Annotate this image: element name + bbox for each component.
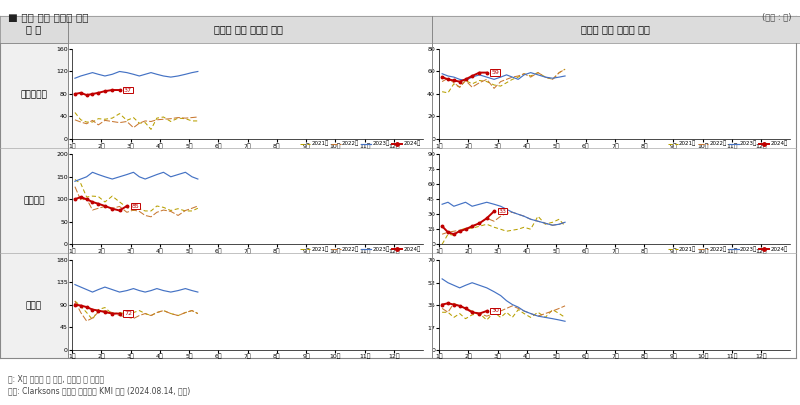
Text: ■ 양대 운하 통항량 추이: ■ 양대 운하 통항량 추이 (8, 12, 89, 22)
Text: 건화물선: 건화물선 (23, 196, 45, 205)
Legend: 2021년, 2022년, 2023년, 2024년: 2021년, 2022년, 2023년, 2024년 (667, 246, 788, 252)
Legend: 2021년, 2022년, 2023년, 2024년: 2021년, 2022년, 2023년, 2024년 (667, 141, 788, 147)
Text: 유조선: 유조선 (26, 301, 42, 310)
Text: (단위 : 척): (단위 : 척) (762, 12, 792, 21)
Text: 컨테이너선: 컨테이너선 (21, 91, 47, 100)
Legend: 2021년, 2022년, 2023년, 2024년: 2021년, 2022년, 2023년, 2024년 (300, 141, 421, 147)
Text: 72: 72 (124, 311, 132, 316)
Legend: 2021년, 2022년, 2023년, 2024년: 2021년, 2022년, 2023년, 2024년 (300, 36, 421, 41)
Text: 37: 37 (124, 87, 132, 92)
Text: 59: 59 (491, 70, 499, 75)
Text: 주: X축 눈금은 월 단위, 수치는 주 단위임: 주: X축 눈금은 월 단위, 수치는 주 단위임 (8, 375, 104, 384)
Text: 구 분: 구 분 (26, 24, 42, 34)
Text: 수에즈 운하 통항량 추이: 수에즈 운하 통항량 추이 (214, 24, 283, 34)
Text: 자료: Clarksons 자료를 바탕으로 KMI 작성 (2024.08.14, 기준): 자료: Clarksons 자료를 바탕으로 KMI 작성 (2024.08.1… (8, 387, 190, 396)
Text: 파나마 운하 통항량 추이: 파나마 운하 통항량 추이 (581, 24, 650, 34)
Text: 85: 85 (131, 203, 139, 209)
Text: 30: 30 (491, 309, 499, 313)
Legend: 2021년, 2022년, 2023년, 2024년: 2021년, 2022년, 2023년, 2024년 (667, 36, 788, 41)
Legend: 2021년, 2022년, 2023년, 2024년: 2021년, 2022년, 2023년, 2024년 (300, 246, 421, 252)
Text: 33: 33 (498, 209, 506, 214)
